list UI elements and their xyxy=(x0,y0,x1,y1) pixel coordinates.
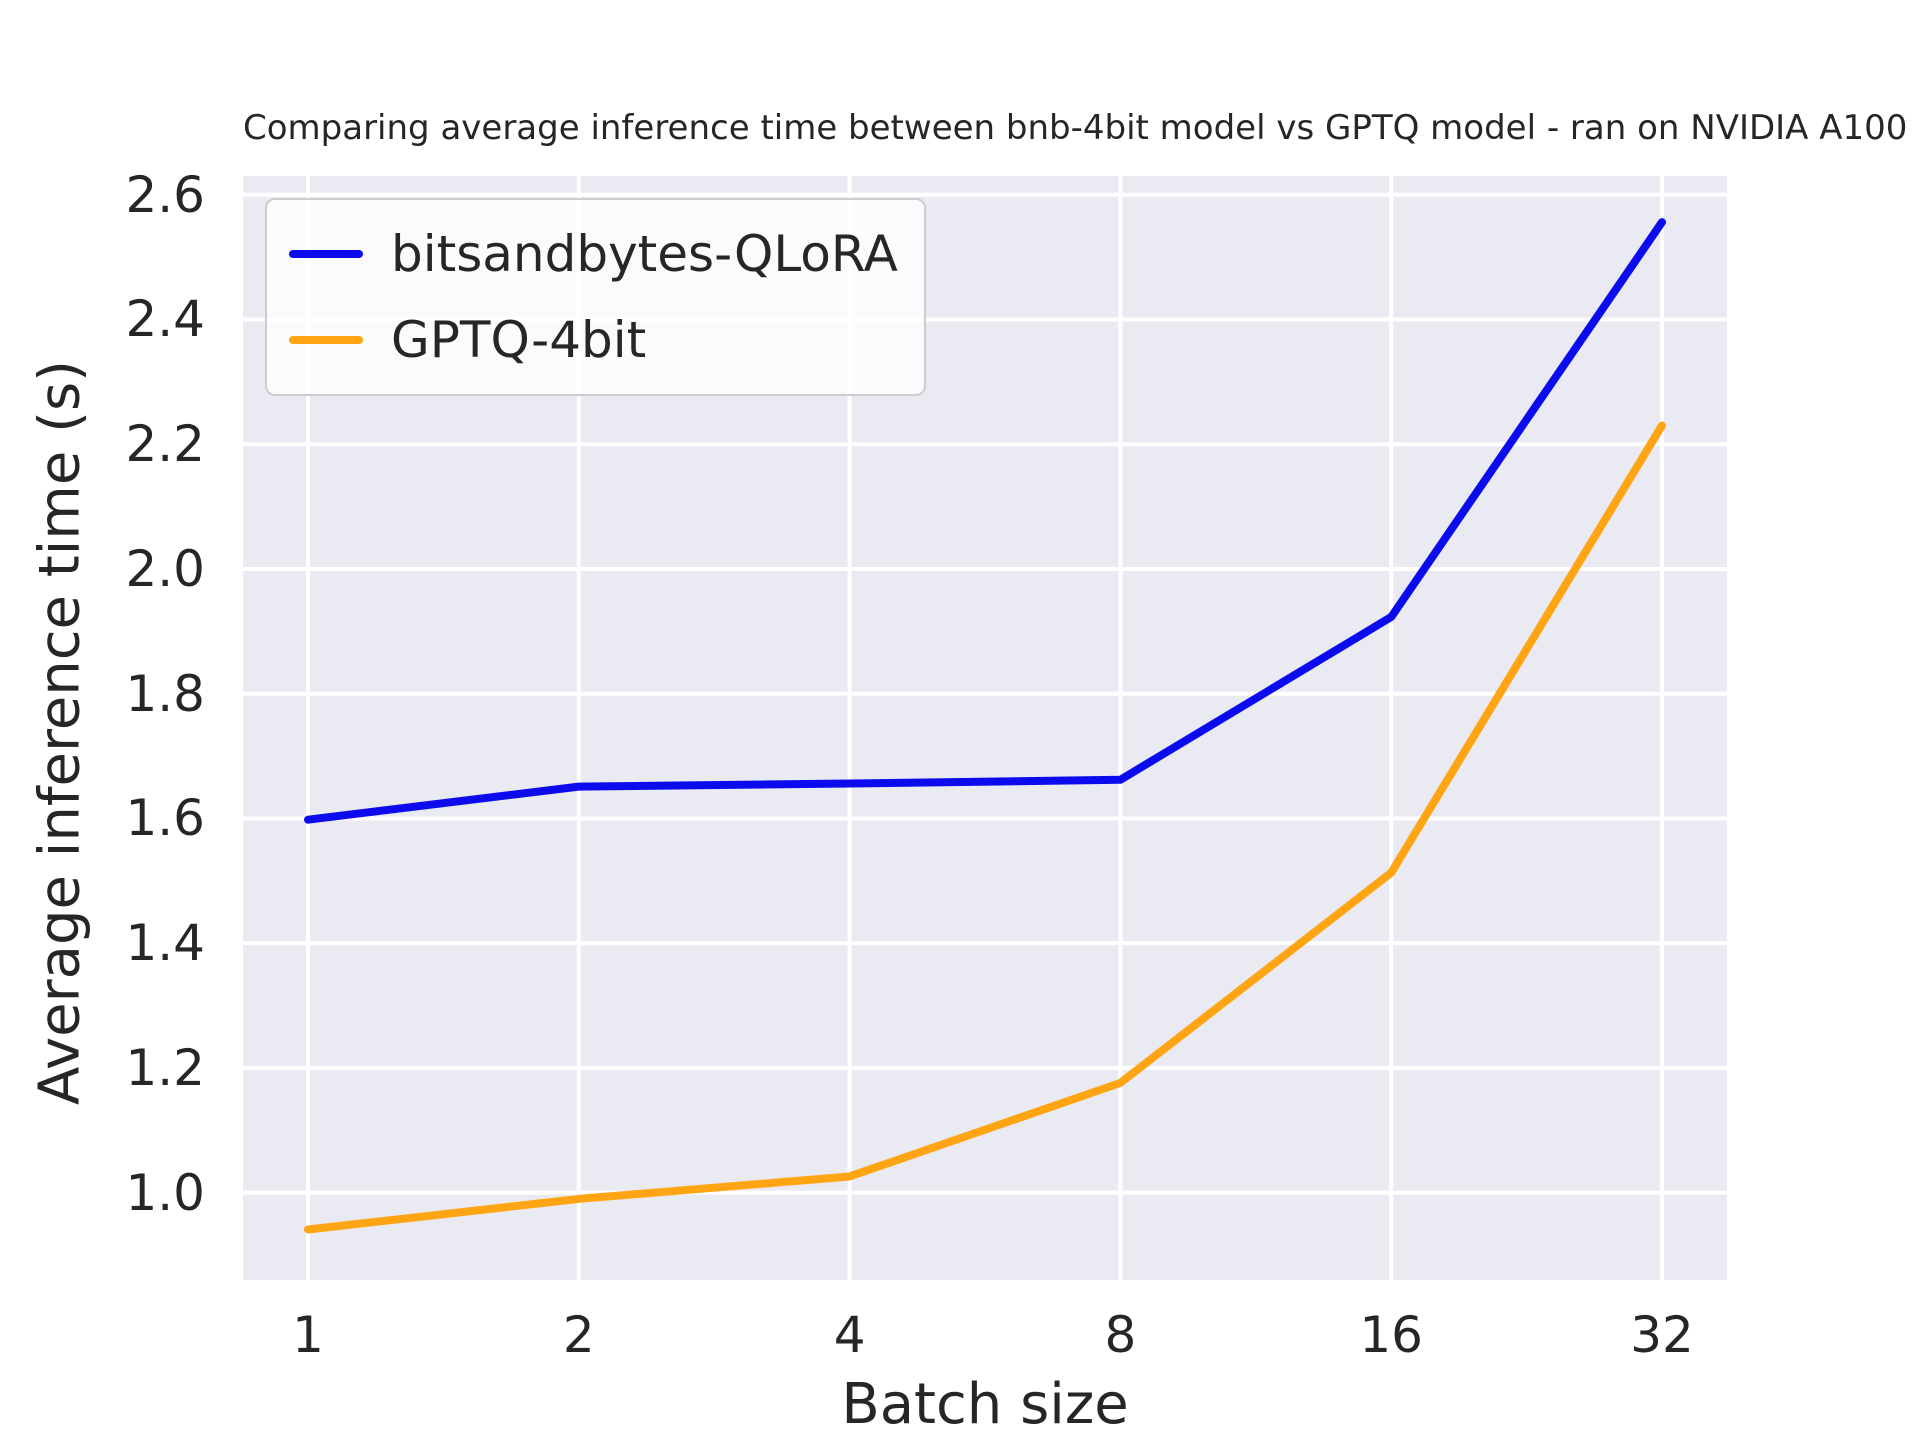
legend: bitsandbytes-QLoRA GPTQ-4bit xyxy=(265,198,926,396)
legend-label: bitsandbytes-QLoRA xyxy=(391,225,898,283)
y-tick-label: 1.8 xyxy=(125,664,205,723)
legend-entry: bitsandbytes-QLoRA xyxy=(289,214,898,294)
y-tick-label: 1.0 xyxy=(125,1163,205,1222)
y-tick-label: 1.4 xyxy=(125,914,205,973)
y-axis-title: Average inference time (s) xyxy=(27,360,93,1105)
series-line-GPTQ-4bit xyxy=(304,421,1666,1234)
y-tick-label: 1.6 xyxy=(125,789,205,848)
legend-line-swatch xyxy=(289,250,363,258)
y-tick-label: 2.2 xyxy=(125,415,205,474)
x-tick-label: 4 xyxy=(833,1306,866,1364)
legend-line-swatch xyxy=(289,336,363,344)
series-line-bitsandbytes-QLoRA xyxy=(304,218,1666,824)
x-tick-label: 16 xyxy=(1359,1306,1423,1364)
x-tick-label: 1 xyxy=(292,1306,324,1364)
y-tick-label: 2.6 xyxy=(125,165,205,224)
x-tick-label: 32 xyxy=(1630,1306,1694,1364)
x-tick-label: 2 xyxy=(562,1306,595,1364)
y-tick-label: 1.2 xyxy=(125,1038,205,1097)
chart-title: Comparing average inference time between… xyxy=(243,108,1908,148)
legend-entry: GPTQ-4bit xyxy=(289,300,898,380)
x-tick-label: 8 xyxy=(1104,1306,1137,1364)
y-tick-label: 2.0 xyxy=(125,539,205,598)
x-axis-title: Batch size xyxy=(841,1372,1129,1437)
legend-label: GPTQ-4bit xyxy=(391,311,647,369)
y-tick-label: 2.4 xyxy=(125,290,205,349)
